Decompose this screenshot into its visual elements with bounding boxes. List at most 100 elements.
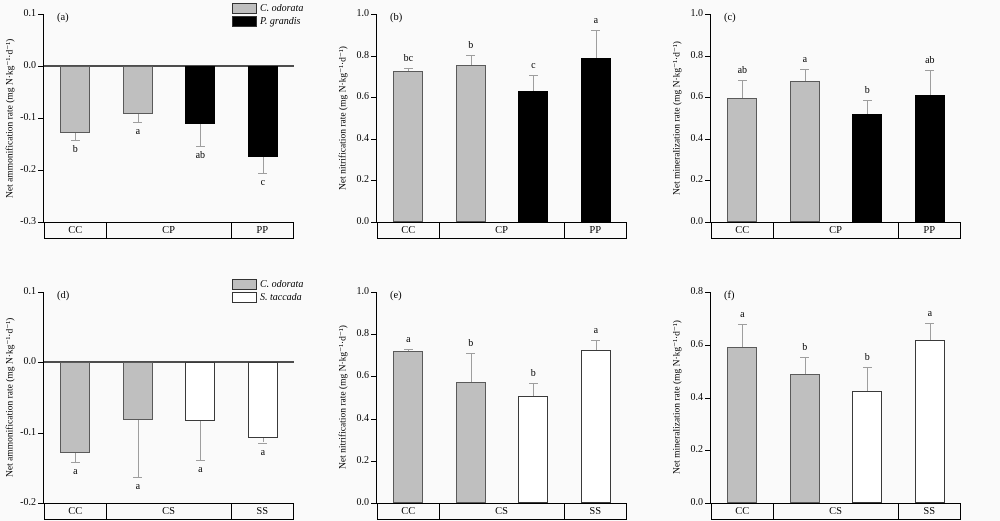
sig-letter: a <box>260 446 266 458</box>
y-tick <box>705 397 711 399</box>
panel-letter: (a) <box>57 12 69 23</box>
y-axis-title: Net mineralization rate (mg N·kg⁻¹·d⁻¹) <box>672 320 683 475</box>
error-bar-cap <box>862 99 872 101</box>
group-box-cp: CP <box>772 222 899 239</box>
y-axis-title: Net ammonification rate (mg N·kg⁻¹·d⁻¹) <box>5 317 16 478</box>
y-tick <box>371 138 377 140</box>
error-bar <box>804 357 806 374</box>
error-bar-cap <box>800 69 810 71</box>
y-axis <box>43 292 44 503</box>
y-tick <box>371 180 377 182</box>
error-bar <box>595 30 597 59</box>
y-tick <box>705 344 711 346</box>
sig-letter: a <box>406 334 411 345</box>
error-bar-cap <box>925 323 935 325</box>
error-bar-cap <box>258 442 268 444</box>
y-tick-label: 0.0 <box>690 216 704 227</box>
sig-letter: c <box>260 177 266 189</box>
sig-letter: c <box>531 59 536 71</box>
bar-cc-1 <box>60 66 91 133</box>
y-tick-label: 0.2 <box>690 174 704 186</box>
y-tick-label: 0.6 <box>690 91 704 103</box>
group-box-cs: CS <box>772 503 899 520</box>
error-bar-cap <box>737 79 747 81</box>
group-box-pp: PP <box>897 222 961 239</box>
bar-cc-1 <box>727 97 758 222</box>
panel-f: a b b a 0.8 0.6 0.4 0.2 0.0 Net mineralization ra… <box>667 260 1000 521</box>
error-bar <box>533 74 535 91</box>
bar-cs-3 <box>185 362 216 421</box>
y-tick <box>705 97 711 99</box>
y-tick-label: 0.1 <box>23 8 37 19</box>
group-box-pp: PP <box>230 222 294 239</box>
panel-e: a b b a 1.0 0.8 0.6 0.4 0.2 0.0 Net nitrification … <box>333 260 667 521</box>
y-tick-label: 1.0 <box>356 8 370 19</box>
y-tick <box>371 55 377 57</box>
y-tick <box>705 55 711 57</box>
error-bar-cap <box>195 146 205 148</box>
y-tick <box>38 170 44 171</box>
sig-letter: a <box>802 54 808 66</box>
zero-line <box>44 65 294 67</box>
group-box-ss: SS <box>563 503 627 520</box>
bar-cc-1 <box>727 346 758 503</box>
bar-pp-4 <box>247 66 278 157</box>
error-bar-cap <box>466 54 476 56</box>
error-bar <box>867 367 869 391</box>
error-bar <box>929 70 931 96</box>
bar-ss-4 <box>247 362 278 438</box>
legend-item: C. odorata <box>232 278 303 291</box>
group-box-cc: CC <box>377 222 440 239</box>
y-tick <box>705 450 711 452</box>
legend-swatch <box>232 292 257 303</box>
bar-cc-1 <box>393 70 424 222</box>
y-tick <box>38 503 44 504</box>
panel-c: ab a b ab 1.0 0.8 0.6 0.4 0.2 0.0 Net mineralizati… <box>667 0 1000 260</box>
y-tick-label: 0.8 <box>356 49 370 61</box>
bar-cs-3 <box>518 395 549 503</box>
y-tick-label: 0.0 <box>23 356 37 368</box>
y-tick <box>705 503 711 504</box>
sig-letter: ab <box>195 150 206 162</box>
panel-letter: (b) <box>390 12 403 23</box>
group-box-cc: CC <box>377 503 440 520</box>
error-bar <box>408 68 410 71</box>
error-bar <box>200 420 202 461</box>
panel-a: b a ab c 0.1 0.0 -0.1 -0.2 -0.3 Net ammonificatio… <box>0 0 333 260</box>
legend-swatch <box>232 16 257 27</box>
y-tick <box>38 222 44 223</box>
error-bar <box>200 123 202 147</box>
y-tick <box>371 97 377 99</box>
error-bar <box>470 54 472 65</box>
error-bar-cap <box>195 460 205 462</box>
error-bar <box>867 99 869 115</box>
y-tick-label: 0.4 <box>356 132 370 144</box>
sig-letter: a <box>740 308 745 320</box>
group-box-cc: CC <box>711 222 774 239</box>
y-tick-label: 0.6 <box>356 91 370 103</box>
y-tick-label: -0.1 <box>20 426 36 438</box>
error-bar <box>262 157 264 174</box>
error-bar-cap <box>737 323 747 325</box>
panel-b: bc b c a 1.0 0.8 0.6 0.4 0.2 0.0 Net nitrification… <box>333 0 667 260</box>
error-bar <box>75 132 77 140</box>
sig-letter: a <box>927 308 933 320</box>
error-bar-cap <box>862 367 872 369</box>
y-tick-label: 0.0 <box>356 497 370 508</box>
y-tick-label: 0.1 <box>23 286 37 297</box>
y-tick <box>38 292 44 293</box>
sig-letter: ab <box>925 55 935 66</box>
bar-ss-4 <box>580 350 611 503</box>
sig-letter: b <box>802 342 808 354</box>
error-bar-cap <box>528 382 538 384</box>
panel-d: a a a a 0.1 0.0 -0.1 -0.2 Net ammonification rat… <box>0 260 333 521</box>
sig-letter: b <box>530 367 536 379</box>
bar-cp-2 <box>122 66 153 115</box>
group-box-cp: CP <box>438 222 565 239</box>
group-box-pp: PP <box>563 222 627 239</box>
group-box-ss: SS <box>230 503 294 520</box>
y-tick-label: -0.2 <box>20 164 36 175</box>
sig-letter: a <box>135 481 141 492</box>
bar-cs-2 <box>789 374 820 503</box>
bar-cp-2 <box>455 64 486 222</box>
